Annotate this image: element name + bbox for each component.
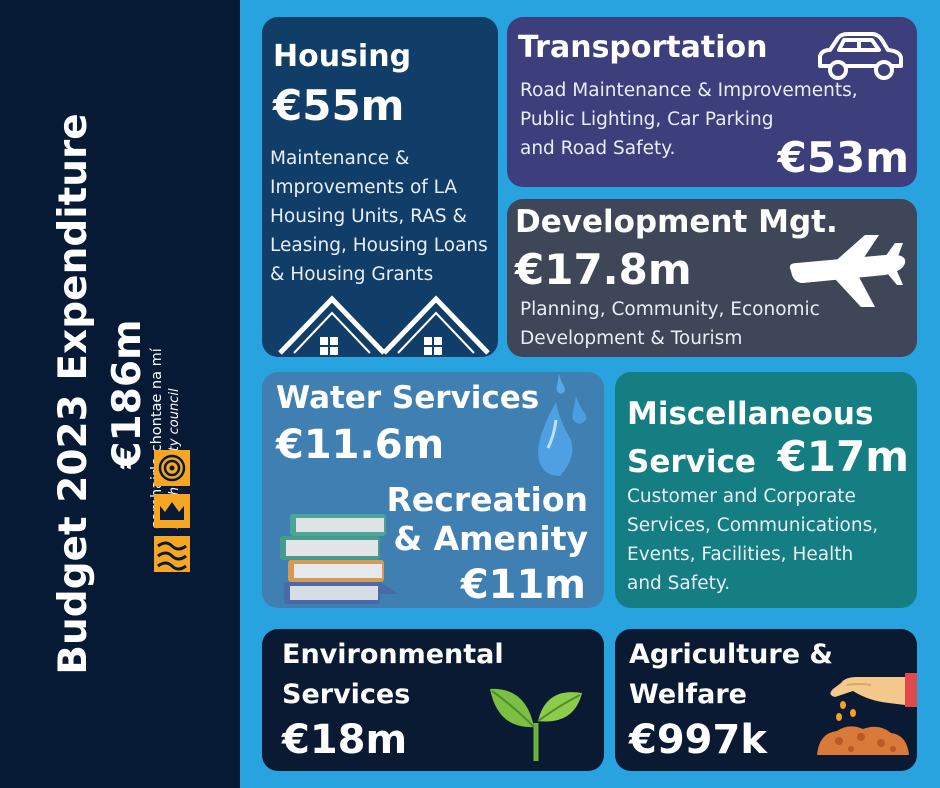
agriculture-title: Agriculture & Welfare: [629, 635, 833, 715]
environmental-title-line1: Environmental: [282, 639, 504, 670]
development-card: Development Mgt. €17.8m Planning, Commun…: [507, 199, 917, 357]
housing-amount: €55m: [273, 81, 405, 130]
housing-card: Housing €55m Maintenance & Improvements …: [262, 17, 498, 357]
misc-title: Miscellaneous Service: [627, 390, 873, 486]
misc-desc-line: Services, Communications,: [627, 515, 879, 536]
recreation-title-line1: Recreation: [386, 480, 588, 519]
agriculture-card: Agriculture & Welfare €997k: [615, 629, 917, 771]
transportation-desc-line: Public Lighting, Car Parking: [520, 109, 774, 130]
seed-hand-icon: [817, 673, 917, 755]
water-title: Water Services: [276, 380, 540, 416]
transportation-card: Transportation Road Maintenance & Improv…: [507, 17, 917, 187]
recreation-title: Recreation & Amenity: [386, 480, 588, 558]
house-icon: [278, 295, 490, 355]
sidebar: Budget 2023 Expenditure €186m comhairle …: [0, 0, 240, 788]
housing-desc-line: Leasing, Housing Loans: [270, 235, 488, 256]
budget-total: €186m: [105, 319, 150, 469]
development-description: Planning, Community, Economic Developmen…: [520, 295, 820, 353]
development-amount: €17.8m: [515, 245, 692, 294]
transportation-desc-line: Road Maintenance & Improvements,: [520, 80, 858, 101]
development-desc-line: Planning, Community, Economic: [520, 299, 820, 320]
car-icon: [818, 32, 903, 80]
housing-title: Housing: [273, 39, 412, 74]
transportation-desc-line: and Road Safety.: [520, 138, 676, 159]
misc-desc-line: Events, Facilities, Health: [627, 544, 854, 565]
housing-desc-line: & Housing Grants: [270, 264, 434, 285]
budget-title-line1: Budget 2023 Expenditure: [51, 113, 96, 675]
agriculture-title-line1: Agriculture &: [629, 639, 833, 670]
books-icon: [280, 514, 398, 604]
misc-title-line1: Miscellaneous: [627, 396, 874, 432]
plant-icon: [490, 688, 582, 761]
environmental-card: Environmental Services €18m: [262, 629, 604, 771]
misc-amount: €17m: [777, 432, 909, 481]
environmental-title-line2: Services: [282, 679, 411, 710]
environmental-title: Environmental Services: [282, 635, 504, 715]
transportation-title: Transportation: [518, 30, 768, 65]
housing-desc-line: Maintenance &: [270, 148, 410, 169]
housing-desc-line: Improvements of LA: [270, 177, 458, 198]
misc-title-line2: Service: [627, 444, 756, 480]
agriculture-amount: €997k: [629, 717, 767, 763]
misc-card: Miscellaneous Service €17m Customer and …: [615, 372, 917, 608]
recreation-amount: €11m: [460, 562, 586, 608]
transportation-description: Road Maintenance & Improvements, Public …: [520, 76, 858, 163]
housing-description: Maintenance & Improvements of LA Housing…: [270, 144, 488, 289]
council-logo: [154, 450, 190, 572]
water-drops-icon: [538, 374, 587, 476]
housing-desc-line: Housing Units, RAS &: [270, 206, 467, 227]
misc-desc-line: and Safety.: [627, 573, 731, 594]
water-recreation-card: Water Services €11.6m Recreation & Ameni…: [262, 372, 604, 608]
misc-desc-line: Customer and Corporate: [627, 486, 856, 507]
agriculture-title-line2: Welfare: [629, 679, 747, 710]
airplane-icon: [789, 235, 906, 307]
transportation-amount: €53m: [777, 133, 909, 182]
water-amount: €11.6m: [276, 422, 445, 468]
development-title: Development Mgt.: [515, 204, 838, 240]
development-desc-line: Development & Tourism: [520, 328, 743, 349]
recreation-title-line2: & Amenity: [393, 519, 588, 558]
misc-description: Customer and Corporate Services, Communi…: [627, 482, 878, 598]
environmental-amount: €18m: [282, 717, 408, 763]
